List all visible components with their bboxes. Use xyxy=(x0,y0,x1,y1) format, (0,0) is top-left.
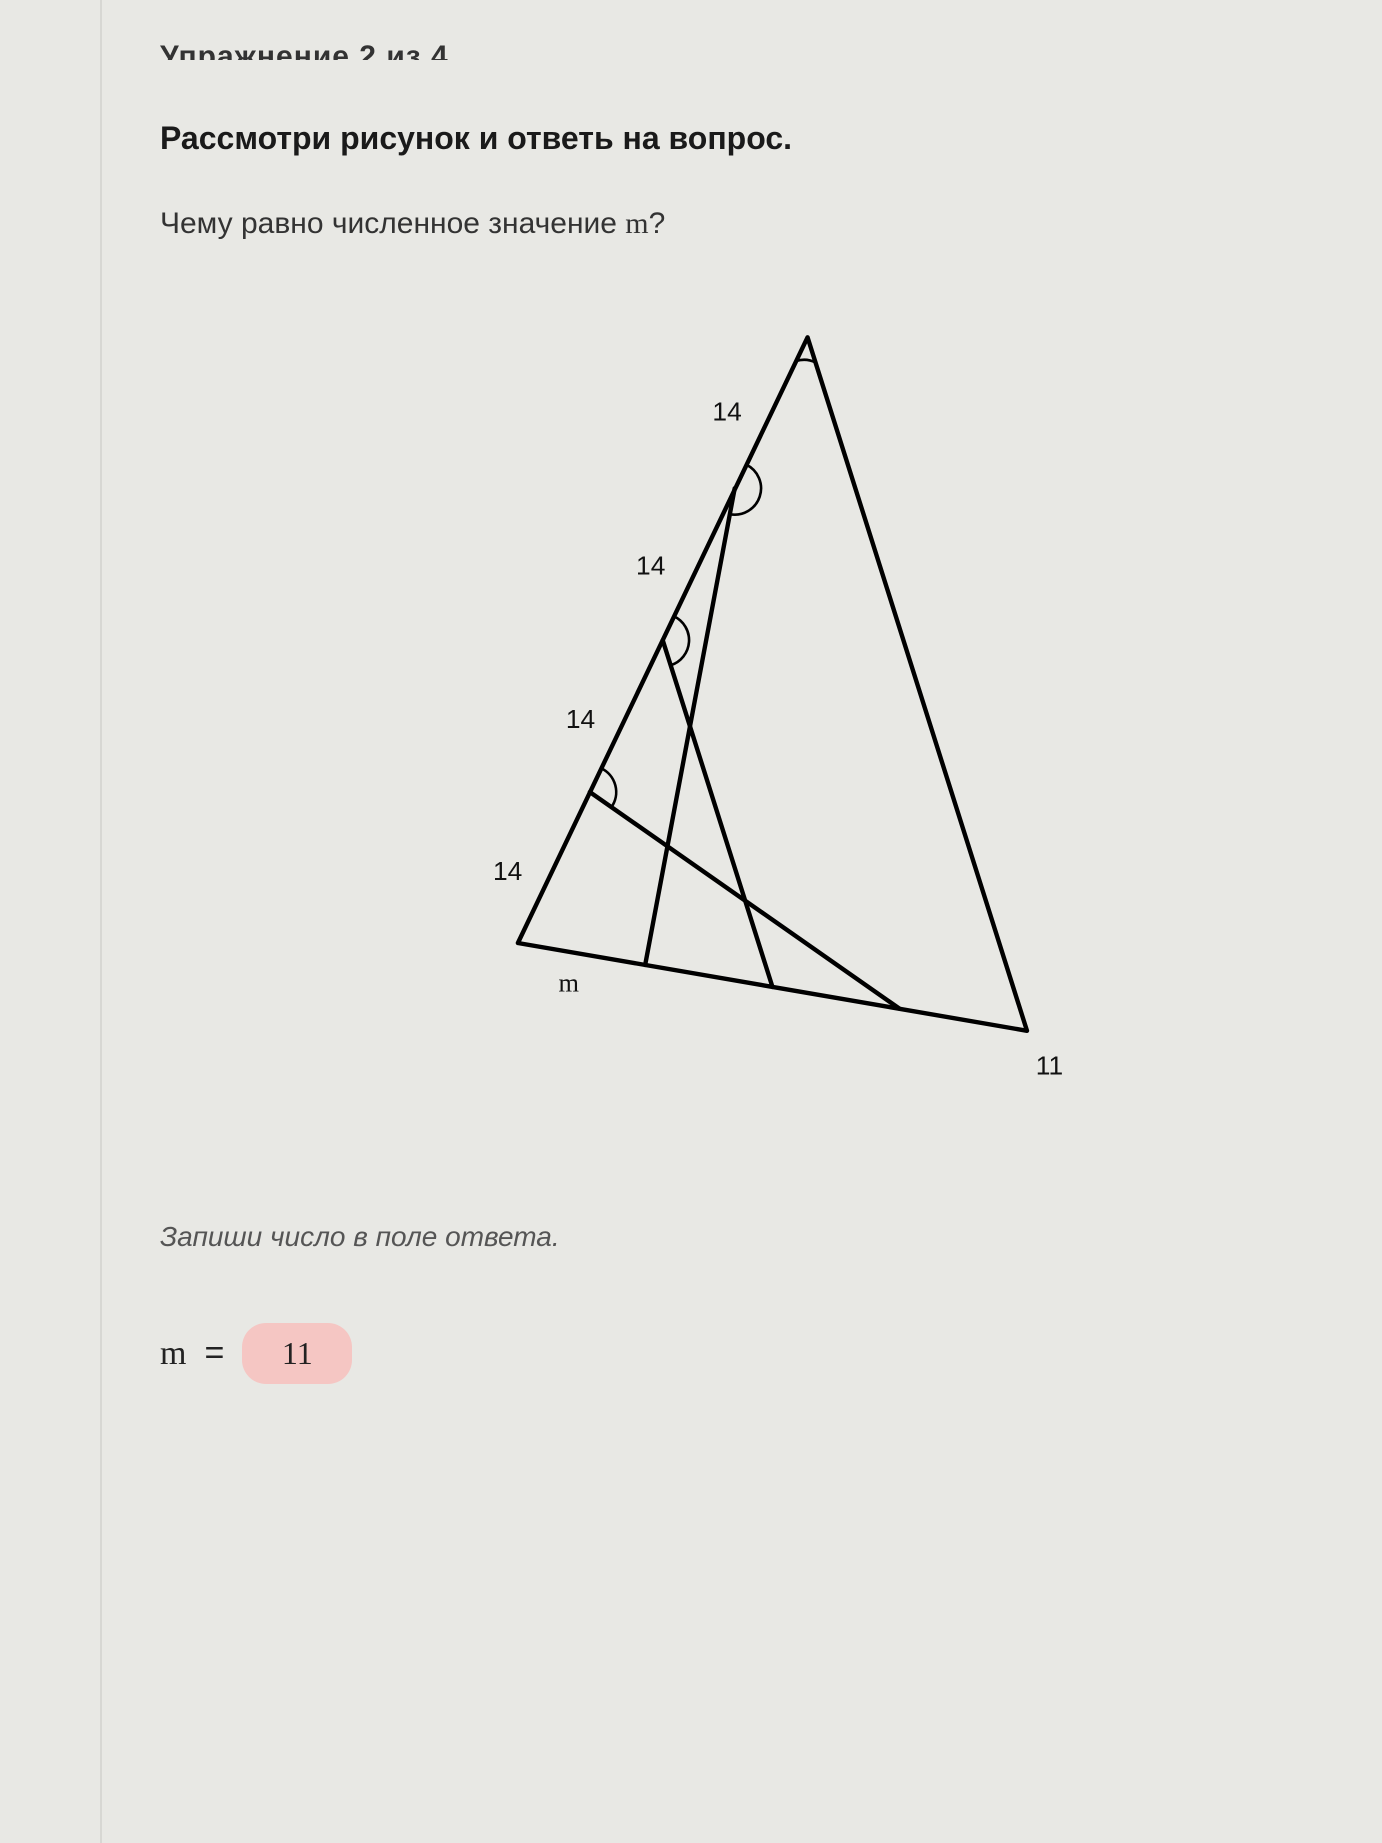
answer-hint: Запиши число в поле ответа. xyxy=(160,1221,1262,1253)
question-text: Чему равно численное значение m? xyxy=(160,207,1262,241)
question-variable: m xyxy=(625,207,648,240)
question-suffix: ? xyxy=(649,207,666,240)
answer-input[interactable]: 11 xyxy=(242,1323,352,1384)
page-left-rule xyxy=(100,0,102,1843)
svg-text:14: 14 xyxy=(712,397,741,427)
svg-text:m: m xyxy=(559,968,580,997)
diagram-container: 14 14 14 14 m 11 xyxy=(160,311,1262,1101)
svg-text:14: 14 xyxy=(636,550,665,580)
answer-row: m = 11 xyxy=(160,1323,1262,1384)
svg-text:14: 14 xyxy=(493,856,522,886)
triangle-diagram: 14 14 14 14 m 11 xyxy=(351,311,1071,1101)
instruction-title: Рассмотри рисунок и ответь на вопрос. xyxy=(160,120,1262,157)
breadcrumb: Упражнение 2 из 4 xyxy=(160,40,1262,60)
svg-text:11: 11 xyxy=(1036,1051,1063,1081)
svg-text:14: 14 xyxy=(566,704,595,734)
answer-variable: m xyxy=(160,1335,186,1373)
question-prefix: Чему равно численное значение xyxy=(160,207,625,240)
equals-sign: = xyxy=(204,1334,224,1373)
